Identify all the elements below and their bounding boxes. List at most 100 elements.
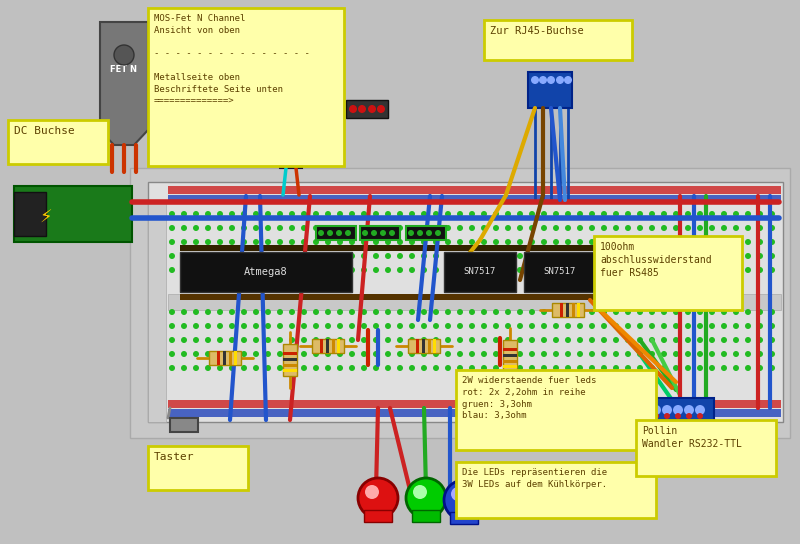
Circle shape [205, 253, 211, 259]
Circle shape [371, 230, 377, 236]
Bar [283, 352, 297, 355]
Circle shape [577, 225, 583, 231]
Circle shape [217, 267, 223, 273]
Bar [168, 294, 781, 310]
Circle shape [662, 405, 672, 415]
Circle shape [241, 253, 247, 259]
Circle shape [325, 267, 331, 273]
Circle shape [637, 337, 643, 343]
Circle shape [277, 239, 283, 245]
Circle shape [397, 239, 403, 245]
Text: ⚡: ⚡ [40, 209, 52, 227]
Circle shape [313, 323, 319, 329]
Circle shape [289, 211, 295, 217]
Bar [566, 303, 569, 317]
Circle shape [517, 239, 523, 245]
Circle shape [601, 351, 607, 357]
Circle shape [601, 365, 607, 371]
Circle shape [169, 225, 175, 231]
Circle shape [757, 253, 763, 259]
Circle shape [505, 309, 511, 315]
Text: SN7517: SN7517 [544, 268, 576, 276]
Circle shape [625, 211, 631, 217]
Circle shape [337, 225, 343, 231]
Circle shape [541, 365, 547, 371]
Circle shape [541, 337, 547, 343]
Circle shape [169, 351, 175, 357]
Circle shape [721, 225, 727, 231]
Circle shape [565, 239, 571, 245]
Circle shape [349, 337, 355, 343]
Circle shape [745, 351, 751, 357]
Text: SN7517: SN7517 [464, 268, 496, 276]
Circle shape [325, 253, 331, 259]
Circle shape [349, 351, 355, 357]
Circle shape [649, 267, 655, 273]
Circle shape [433, 337, 439, 343]
Circle shape [253, 309, 259, 315]
Circle shape [613, 253, 619, 259]
Circle shape [469, 225, 475, 231]
Circle shape [529, 253, 535, 259]
Circle shape [613, 211, 619, 217]
Bar [209, 351, 241, 365]
Circle shape [697, 239, 703, 245]
Circle shape [577, 323, 583, 329]
Circle shape [541, 267, 547, 273]
Circle shape [589, 267, 595, 273]
Circle shape [469, 351, 475, 357]
Circle shape [673, 337, 679, 343]
Circle shape [481, 365, 487, 371]
Circle shape [642, 413, 648, 419]
Circle shape [445, 309, 451, 315]
Text: DC Buchse: DC Buchse [14, 126, 74, 136]
Circle shape [397, 323, 403, 329]
Circle shape [361, 267, 367, 273]
Circle shape [277, 253, 283, 259]
Circle shape [409, 253, 415, 259]
Circle shape [505, 351, 511, 357]
Circle shape [613, 365, 619, 371]
Circle shape [337, 239, 343, 245]
Circle shape [241, 309, 247, 315]
Circle shape [661, 323, 667, 329]
Circle shape [241, 239, 247, 245]
Bar [168, 409, 781, 417]
Circle shape [181, 267, 187, 273]
Circle shape [469, 337, 475, 343]
Circle shape [640, 405, 650, 415]
Circle shape [625, 323, 631, 329]
Circle shape [181, 253, 187, 259]
Circle shape [469, 365, 475, 371]
Circle shape [556, 76, 564, 84]
Circle shape [193, 253, 199, 259]
Circle shape [349, 267, 355, 273]
Circle shape [577, 253, 583, 259]
Circle shape [649, 225, 655, 231]
Circle shape [313, 337, 319, 343]
Circle shape [769, 239, 775, 245]
Circle shape [745, 211, 751, 217]
Bar [346, 100, 388, 118]
Circle shape [241, 225, 247, 231]
Circle shape [265, 309, 271, 315]
Circle shape [589, 211, 595, 217]
Circle shape [361, 337, 367, 343]
Circle shape [409, 225, 415, 231]
Circle shape [181, 211, 187, 217]
Circle shape [169, 253, 175, 259]
Circle shape [625, 365, 631, 371]
Circle shape [733, 225, 739, 231]
Circle shape [673, 239, 679, 245]
Circle shape [193, 239, 199, 245]
Circle shape [553, 267, 559, 273]
Circle shape [435, 230, 441, 236]
Circle shape [337, 309, 343, 315]
Circle shape [493, 253, 499, 259]
Circle shape [757, 323, 763, 329]
Circle shape [114, 45, 134, 65]
Circle shape [217, 253, 223, 259]
Circle shape [493, 211, 499, 217]
Bar [552, 303, 584, 317]
Circle shape [757, 351, 763, 357]
